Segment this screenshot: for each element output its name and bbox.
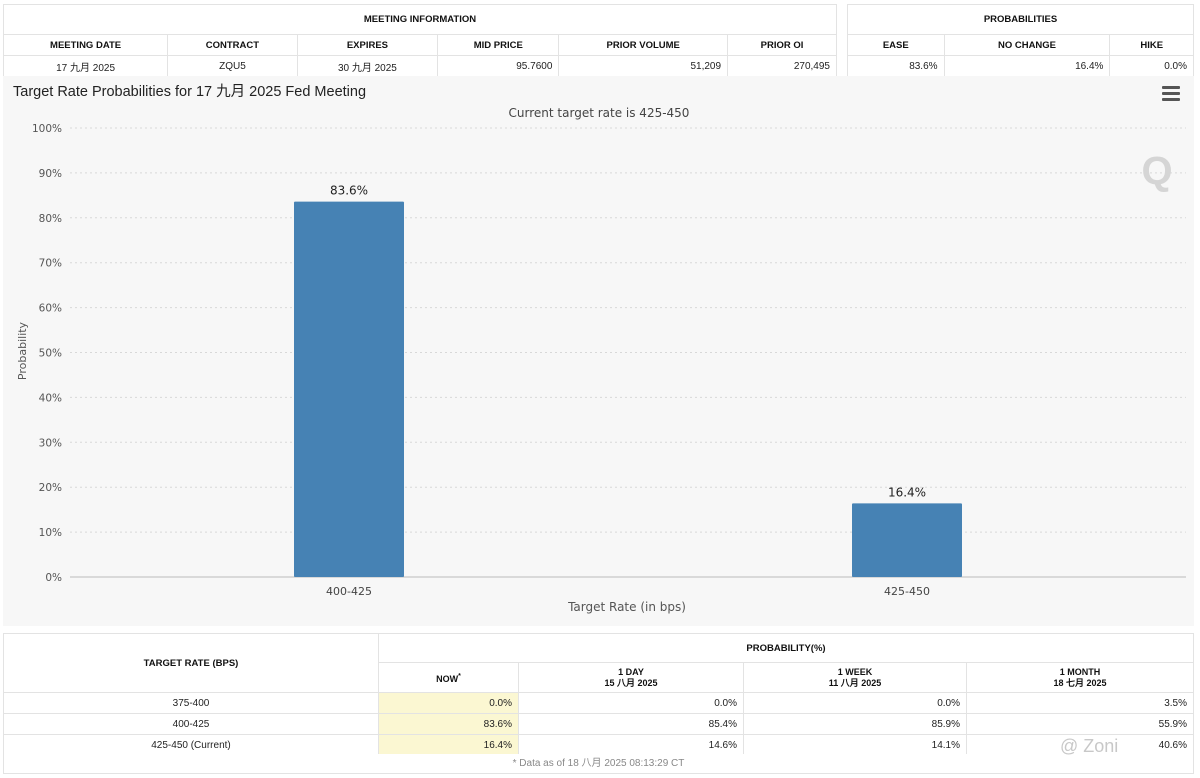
one-week-cell: 85.9% [743, 713, 967, 735]
y-tick-labels: 0% 10% 20% 30% 40% 50% 60% 70% 80% 90% 100% [32, 123, 62, 584]
contract-value: ZQU5 [167, 55, 298, 77]
y-tick-label: 10% [39, 527, 62, 539]
q-logo: Q [1141, 149, 1172, 193]
meeting-date-value: 17 九月 2025 [2, 55, 169, 77]
target-rate-cell: 375-400 [3, 692, 379, 714]
col-now-mark: * [458, 672, 461, 680]
y-tick-label: 100% [32, 123, 62, 135]
prior-oi-value: 270,495 [727, 55, 837, 77]
y-tick-label: 40% [39, 392, 62, 404]
meeting-info-header: MEETING INFORMATION [3, 4, 837, 35]
menu-bar [1162, 86, 1180, 89]
one-day-cell: 0.0% [518, 692, 744, 714]
data-timestamp-footnote: * Data as of 18 八月 2025 08:13:29 CT [3, 754, 1194, 774]
col-1-month-date: 18 七月 2025 [1053, 677, 1107, 688]
hike-value: 0.0% [1109, 55, 1194, 77]
col-1-day-label: 1 DAY [618, 666, 644, 677]
col-1-week: 1 WEEK 11 八月 2025 [743, 662, 967, 693]
target-rate-cell: 400-425 [3, 713, 379, 735]
x-tick-labels: 400-425 425-450 [326, 585, 930, 598]
expires-value: 30 九月 2025 [296, 55, 439, 77]
col-now: NOW* [378, 662, 519, 693]
grid-layer [70, 127, 1186, 578]
y-tick-label: 90% [39, 168, 62, 180]
y-tick-label: 60% [39, 303, 62, 315]
table-row: 400-425 83.6% 85.4% 85.9% 55.9% [3, 713, 1194, 735]
col-1-month-label: 1 MONTH [1059, 666, 1101, 677]
probability-history-table: TARGET RATE (BPS) PROBABILITY(%) NOW* 1 … [3, 633, 1194, 756]
col-prior-oi: PRIOR OI [727, 34, 837, 56]
table-row: 425-450 (Current) 16.4% 14.6% 14.1% 40.6… [3, 734, 1194, 756]
col-expires: EXPIRES [296, 34, 439, 56]
one-month-cell: 3.5% [966, 692, 1194, 714]
chart-subtitle: Current target rate is 425-450 [509, 106, 690, 120]
col-prior-volume: PRIOR VOLUME [558, 34, 729, 56]
no-change-value: 16.4% [943, 55, 1111, 77]
one-week-cell: 14.1% [743, 734, 967, 756]
menu-bar [1162, 92, 1180, 95]
y-tick-label: 80% [39, 213, 62, 225]
one-week-cell: 0.0% [743, 692, 967, 714]
now-cell: 83.6% [378, 713, 519, 735]
one-month-cell: 55.9% [966, 713, 1194, 735]
col-meeting-date: MEETING DATE [2, 34, 169, 56]
meeting-info-table: MEETING INFORMATION MEETING DATE CONTRAC… [2, 4, 837, 77]
col-ease: EASE [847, 34, 945, 56]
prior-volume-value: 51,209 [558, 55, 729, 77]
col-1-day-date: 15 八月 2025 [604, 677, 658, 688]
col-no-change: NO CHANGE [943, 34, 1111, 56]
bar-layer: 83.6% 16.4% [294, 184, 962, 578]
y-tick-label: 20% [39, 482, 62, 494]
col-hike: HIKE [1109, 34, 1194, 56]
watermark: @ Zoni [1060, 736, 1119, 756]
one-day-cell: 14.6% [518, 734, 744, 756]
probabilities-table: PROBABILITIES EASE NO CHANGE HIKE 83.6% … [847, 4, 1194, 77]
chart-panel: Target Rate Probabilities for 17 九月 2025… [3, 76, 1194, 626]
col-1-week-date: 11 八月 2025 [828, 677, 882, 688]
col-now-label: NOW [436, 673, 459, 684]
x-tick-label: 425-450 [884, 585, 930, 598]
menu-bar [1162, 98, 1180, 101]
y-tick-label: 30% [39, 437, 62, 449]
probability-header: PROBABILITY(%) [378, 633, 1194, 663]
now-cell: 16.4% [378, 734, 519, 756]
y-tick-label: 70% [39, 258, 62, 270]
probability-bar-chart: Target Rate Probabilities for 17 九月 2025… [13, 83, 1186, 614]
ease-value: 83.6% [847, 55, 945, 77]
col-1-week-label: 1 WEEK [837, 666, 873, 677]
col-mid-price: MID PRICE [437, 34, 560, 56]
data-label: 83.6% [330, 184, 368, 198]
target-rate-cell: 425-450 (Current) [3, 734, 379, 756]
bar [852, 503, 962, 577]
y-tick-label: 50% [39, 348, 62, 360]
col-contract: CONTRACT [167, 34, 298, 56]
x-axis-label: Target Rate (in bps) [567, 600, 686, 614]
chart-menu-icon[interactable] [1162, 86, 1180, 102]
now-cell: 0.0% [378, 692, 519, 714]
y-tick-label: 0% [45, 572, 62, 584]
col-1-month: 1 MONTH 18 七月 2025 [966, 662, 1194, 693]
bar [294, 201, 404, 578]
probabilities-header: PROBABILITIES [847, 4, 1194, 35]
data-label: 16.4% [888, 485, 926, 499]
table-row: 375-400 0.0% 0.0% 0.0% 3.5% [3, 692, 1194, 714]
chart-title: Target Rate Probabilities for 17 九月 2025… [13, 83, 366, 100]
x-tick-label: 400-425 [326, 585, 372, 598]
target-rate-header: TARGET RATE (BPS) [3, 633, 379, 693]
mid-price-value: 95.7600 [437, 55, 560, 77]
y-axis-label: Probability [16, 321, 29, 380]
col-1-day: 1 DAY 15 八月 2025 [518, 662, 744, 693]
one-day-cell: 85.4% [518, 713, 744, 735]
